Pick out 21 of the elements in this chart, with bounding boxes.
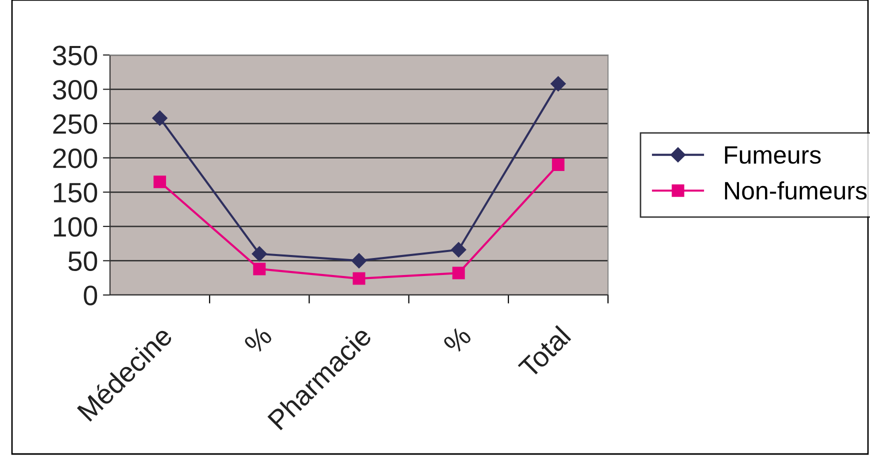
y-tick-label: 100 xyxy=(54,217,98,237)
y-tick-label: 300 xyxy=(52,80,98,100)
point xyxy=(451,242,466,258)
point xyxy=(550,76,566,92)
point xyxy=(253,262,266,276)
point xyxy=(252,246,267,262)
legend-label: Fumeurs xyxy=(725,146,821,164)
point xyxy=(152,110,168,126)
y-tick-label: 200 xyxy=(53,148,98,168)
point xyxy=(352,272,366,285)
y-tick-label: 350 xyxy=(52,46,98,66)
point xyxy=(351,253,367,268)
point xyxy=(552,158,564,171)
y-tick-label: 250 xyxy=(53,114,98,134)
y-tick-label: 50 xyxy=(68,251,98,272)
y-tick-label: 0 xyxy=(84,286,98,306)
x-tick-label: % xyxy=(442,325,472,355)
point xyxy=(154,176,166,188)
legend-label: Non-fumeurs xyxy=(725,181,867,200)
y-tick-label: 150 xyxy=(54,182,98,202)
point xyxy=(452,266,465,280)
